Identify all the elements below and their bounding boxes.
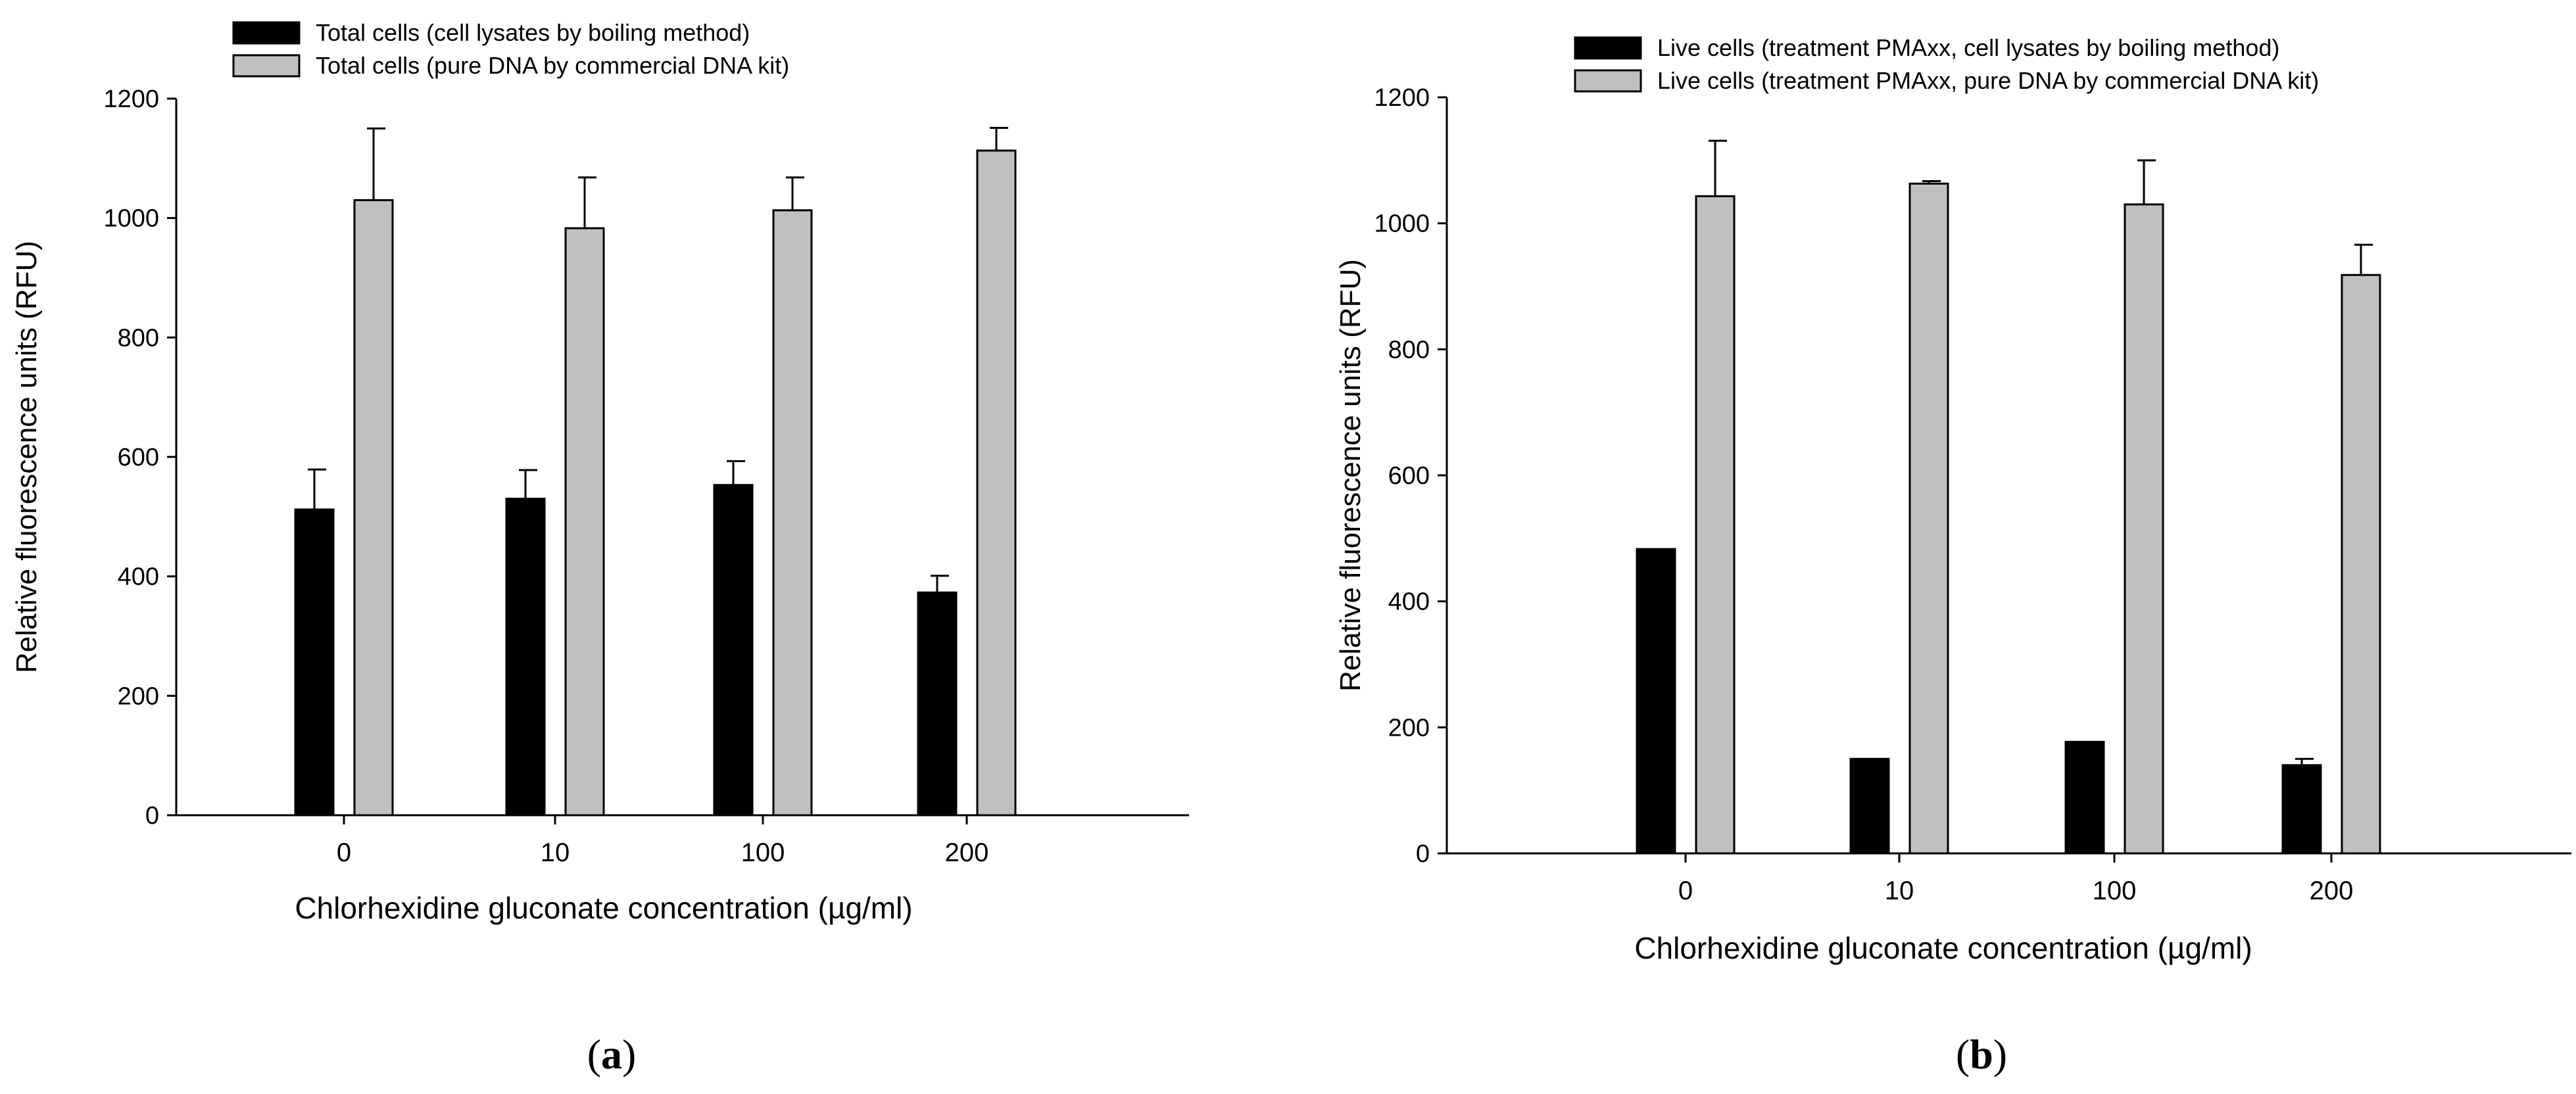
panel-label-close: ) xyxy=(1993,1031,2007,1078)
bar-series-1 xyxy=(505,498,546,817)
panel-label-close: ) xyxy=(622,1031,636,1078)
x-axis-title: Chlorhexidine gluconate concentration (µ… xyxy=(1634,931,2252,965)
y-tick-label: 600 xyxy=(118,444,159,471)
x-tick-label: 100 xyxy=(741,838,785,867)
y-axis-title: Relative fluorescence units (RFU) xyxy=(1334,259,1367,692)
bar-series-2 xyxy=(353,199,394,817)
panel-label-letter: a xyxy=(601,1031,622,1078)
x-tick-label: 10 xyxy=(541,838,570,867)
y-tick-label: 800 xyxy=(1388,336,1430,364)
y-tick-label: 200 xyxy=(1388,714,1430,742)
x-tick-label: 10 xyxy=(1885,876,1914,905)
x-tick-label: 100 xyxy=(2093,876,2137,905)
x-axis-title: Chlorhexidine gluconate concentration (µ… xyxy=(295,891,912,925)
y-tick-label: 1200 xyxy=(1374,84,1430,112)
bar-series-1 xyxy=(2281,764,2322,855)
x-tick-label: 200 xyxy=(945,838,989,867)
bar-series-2 xyxy=(1695,195,1736,855)
legend-swatch-2 xyxy=(232,54,301,78)
y-tick-label: 1200 xyxy=(103,85,159,113)
bar-series-2 xyxy=(976,149,1017,817)
bar-series-1 xyxy=(917,591,958,817)
legend-swatch-1 xyxy=(232,21,301,45)
y-tick-label: 400 xyxy=(1388,588,1430,616)
x-tick-label: 200 xyxy=(2310,876,2354,905)
y-tick-label: 0 xyxy=(145,802,159,830)
bar-series-1 xyxy=(294,508,335,817)
legend-label-2: Total cells (pure DNA by commercial DNA … xyxy=(316,52,789,79)
y-tick-label: 200 xyxy=(118,682,159,710)
bar-series-1 xyxy=(1849,757,1890,855)
bar-series-2 xyxy=(1908,182,1949,855)
bar-series-2 xyxy=(772,209,813,817)
legend-swatch-1 xyxy=(1574,36,1642,60)
y-tick-label: 1000 xyxy=(1374,210,1430,238)
y-tick-label: 400 xyxy=(118,563,159,591)
legend-label-1: Live cells (treatment PMAxx, cell lysate… xyxy=(1657,34,2279,61)
legend-label-1: Total cells (cell lysates by boiling met… xyxy=(316,19,750,46)
legend-label-2: Live cells (treatment PMAxx, pure DNA by… xyxy=(1657,67,2319,94)
chart-panel-b: 0 200 400 600 800 1000 1200 0 10 100 200 Live cells… xyxy=(1334,34,2571,1078)
bar-series-1 xyxy=(713,484,754,817)
panel-label-open: ( xyxy=(587,1031,601,1078)
panel-label: (b) xyxy=(1956,1031,2007,1078)
y-tick-label: 600 xyxy=(1388,462,1430,490)
bar-series-1 xyxy=(1636,548,1676,855)
y-tick-label: 0 xyxy=(1416,840,1430,868)
y-tick-label: 1000 xyxy=(103,205,159,233)
bar-series-1 xyxy=(2064,740,2105,855)
bar-series-2 xyxy=(2341,274,2381,855)
legend-swatch-2 xyxy=(1574,69,1642,93)
y-axis-title: Relative fluorescence units (RFU) xyxy=(11,241,43,673)
panel-label-open: ( xyxy=(1956,1031,1970,1078)
panel-label: (a) xyxy=(587,1031,637,1078)
bar-series-2 xyxy=(2124,203,2164,855)
chart-panel-a: 0 200 400 600 800 1000 1200 0 10 100 200 Total cell… xyxy=(11,19,1189,1078)
x-tick-label: 0 xyxy=(337,838,351,867)
x-tick-label: 0 xyxy=(1678,876,1693,905)
bar-series-2 xyxy=(564,227,605,817)
y-tick-label: 800 xyxy=(118,324,159,352)
panel-label-letter: b xyxy=(1970,1031,1993,1078)
